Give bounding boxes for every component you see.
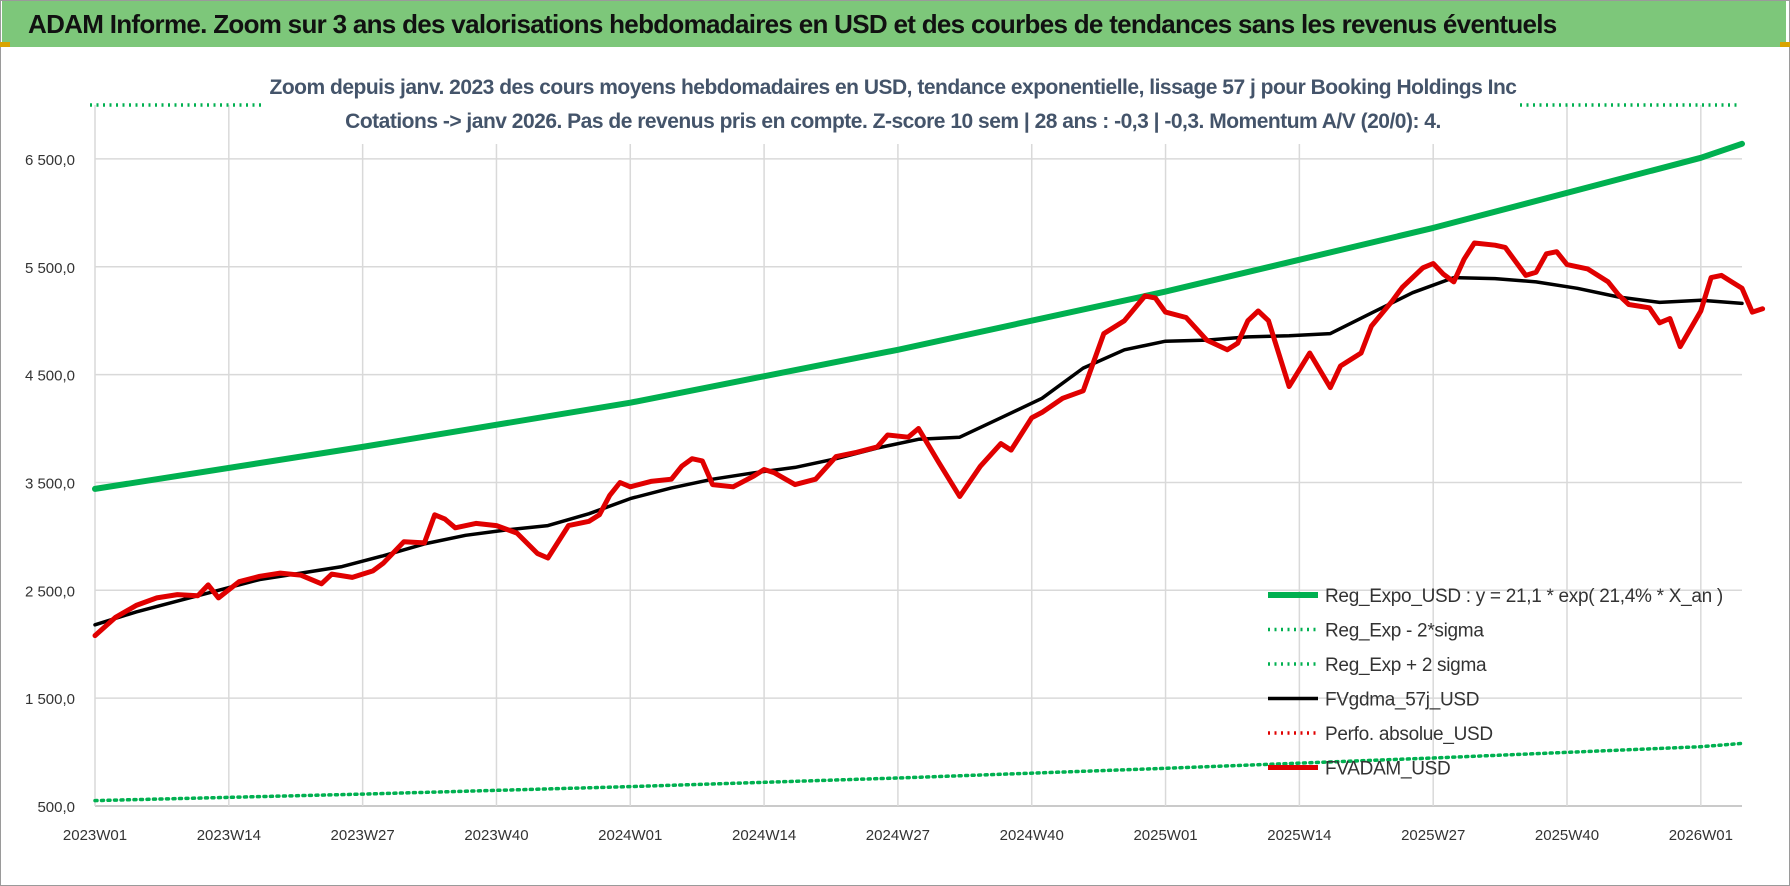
x-tick-label: 2025W14 [1267, 827, 1331, 844]
series-line-5 [92, 240, 1766, 639]
legend: Reg_Expo_USD : y = 21,1 * exp( 21,4% * X… [1268, 586, 1723, 780]
corner-mark-left [0, 42, 10, 47]
x-tick-label: 2023W01 [63, 827, 127, 844]
y-tick-label: 4 500,0 [25, 368, 75, 385]
header-banner: ADAM Informe. Zoom sur 3 ans des valoris… [2, 1, 1786, 47]
legend-label: FVgdma_57j_USD [1325, 690, 1479, 711]
x-tick-label: 2023W27 [331, 827, 395, 844]
plot-area [90, 103, 1766, 803]
x-tick-label: 2025W01 [1133, 827, 1197, 844]
y-tick-label: 5 500,0 [25, 260, 75, 277]
corner-mark-right [1780, 42, 1790, 47]
x-tick-label: 2024W01 [598, 827, 662, 844]
y-tick-label: 2 500,0 [25, 583, 75, 600]
x-tick-label: 2024W40 [1000, 827, 1064, 844]
title-box [265, 62, 1520, 144]
legend-label: Reg_Expo_USD : y = 21,1 * exp( 21,4% * X… [1325, 586, 1723, 607]
grid-lines [94, 105, 1742, 807]
series-line-3 [93, 275, 1744, 627]
y-tick-label: 3 500,0 [25, 475, 75, 492]
y-tick-label: 500,0 [37, 799, 75, 816]
chart-title-line: Cotations -> janv 2026. Pas de revenus p… [345, 110, 1441, 133]
x-tick-label: 2023W40 [464, 827, 528, 844]
x-tick-label: 2023W14 [197, 827, 261, 844]
legend-label: Reg_Exp + 2 sigma [1325, 655, 1487, 676]
series-line-0 [92, 140, 1745, 492]
x-tick-label: 2024W27 [866, 827, 930, 844]
y-axis-ticks: 500,0 1 500,0 2 500,0 3 500,0 4 500,0 5 500,0… [25, 152, 75, 816]
chart-title: Zoom depuis janv. 2023 des cours moyens … [265, 62, 1520, 144]
x-tick-label: 2025W40 [1535, 827, 1599, 844]
x-tick-label: 2025W27 [1401, 827, 1465, 844]
x-tick-label: 2024W14 [732, 827, 796, 844]
legend-label: FVADAM_USD [1325, 759, 1450, 780]
x-tick-label: 2026W01 [1669, 827, 1733, 844]
banner-title: ADAM Informe. Zoom sur 3 ans des valoris… [28, 9, 1557, 39]
legend-label: Reg_Exp - 2*sigma [1325, 621, 1484, 642]
chart-title-line: Zoom depuis janv. 2023 des cours moyens … [270, 76, 1518, 99]
y-tick-label: 1 500,0 [25, 691, 75, 708]
x-axis-ticks: 2023W01 2023W14 2023W27 2023W40 2024W01 2024W… [63, 827, 1733, 844]
y-tick-label: 6 500,0 [25, 152, 75, 169]
series-line-1 [93, 741, 1744, 803]
legend-label: Perfo. absolue_USD [1325, 724, 1493, 745]
